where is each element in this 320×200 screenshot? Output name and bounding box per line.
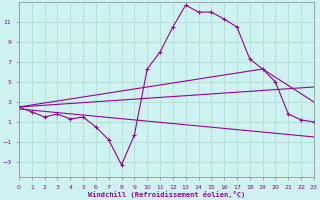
X-axis label: Windchill (Refroidissement éolien,°C): Windchill (Refroidissement éolien,°C) bbox=[88, 191, 245, 198]
